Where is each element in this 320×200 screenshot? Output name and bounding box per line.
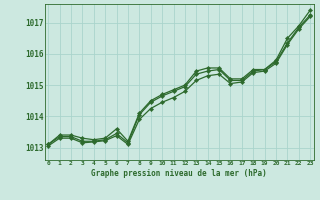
X-axis label: Graphe pression niveau de la mer (hPa): Graphe pression niveau de la mer (hPa) [91, 169, 267, 178]
